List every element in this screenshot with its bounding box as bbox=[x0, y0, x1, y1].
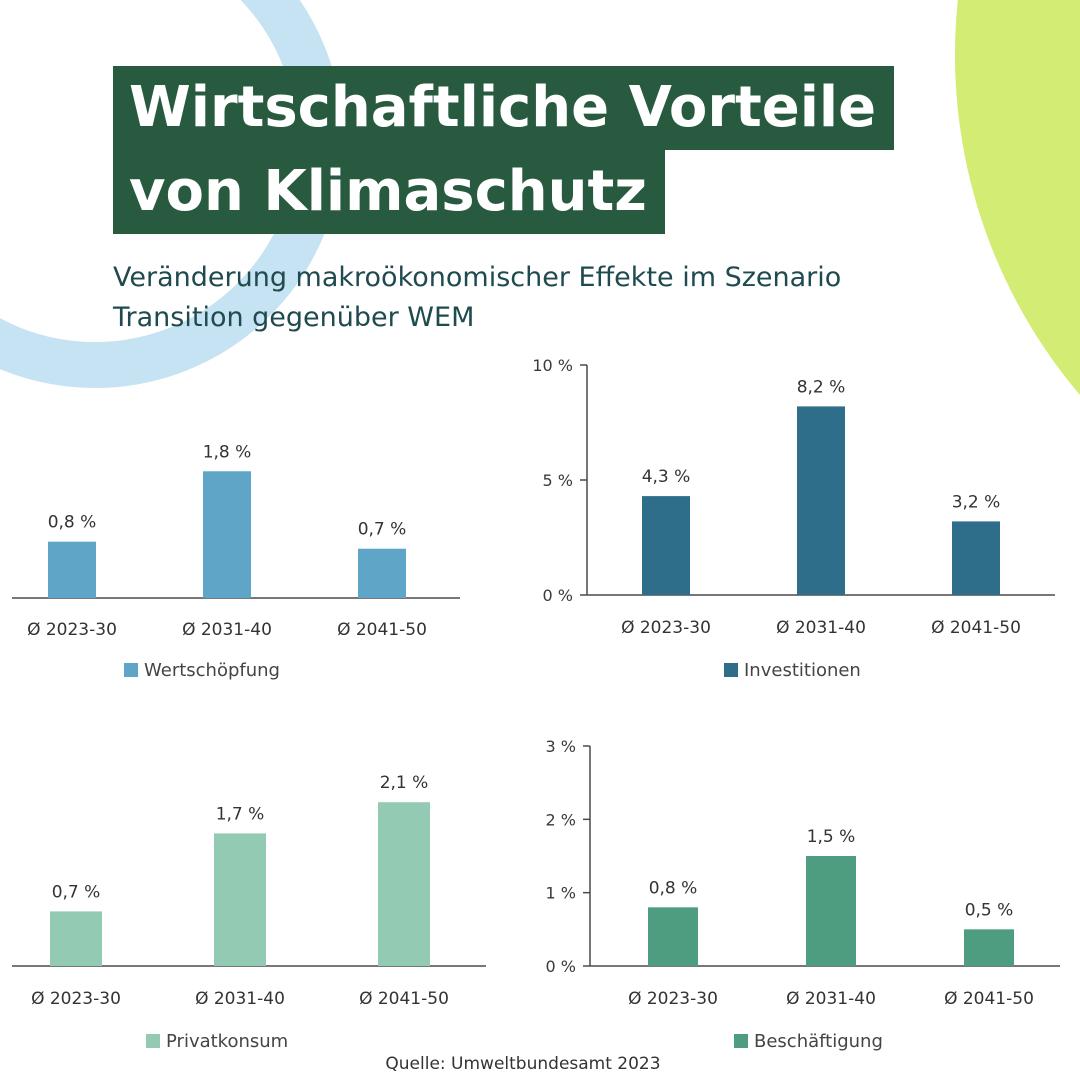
page-subtitle-line-1: Veränderung makroökonomischer Effekte im… bbox=[113, 262, 842, 293]
decorative-green-circle bbox=[955, 0, 1080, 395]
x-tick-label: Ø 2041-50 bbox=[337, 620, 427, 640]
x-tick-label: Ø 2031-40 bbox=[182, 620, 272, 640]
x-tick-label: Ø 2031-40 bbox=[776, 618, 866, 638]
bar bbox=[964, 929, 1014, 966]
source-note: Quelle: Umweltbundesamt 2023 bbox=[385, 1054, 661, 1074]
y-tick-label: 3 % bbox=[546, 737, 576, 756]
y-tick-label: 10 % bbox=[532, 356, 573, 375]
bar bbox=[358, 548, 406, 598]
bar bbox=[378, 802, 430, 966]
data-label: 0,8 % bbox=[649, 878, 698, 898]
bar bbox=[797, 406, 845, 595]
y-tick-label: 5 % bbox=[543, 471, 573, 490]
page-title-line-2: von Klimaschutz bbox=[113, 150, 665, 234]
legend-swatch bbox=[124, 663, 138, 677]
y-tick-label: 0 % bbox=[546, 957, 576, 976]
data-label: 0,8 % bbox=[48, 513, 97, 533]
page-subtitle-line-2: Transition gegenüber WEM bbox=[113, 302, 475, 333]
bar bbox=[48, 541, 96, 598]
y-tick-label: 1 % bbox=[546, 884, 576, 903]
y-tick-label: 0 % bbox=[543, 586, 573, 605]
legend-swatch bbox=[724, 663, 738, 677]
x-tick-label: Ø 2023-30 bbox=[27, 620, 117, 640]
bar bbox=[50, 911, 102, 966]
page-title-line-1: Wirtschaftliche Vorteile bbox=[113, 66, 895, 150]
y-tick-label: 2 % bbox=[546, 810, 576, 829]
x-tick-label: Ø 2023-30 bbox=[628, 989, 718, 1009]
x-tick-label: Ø 2031-40 bbox=[786, 989, 876, 1009]
legend-swatch bbox=[146, 1034, 160, 1048]
chart-beschaeftigung: 0 % 1 % 2 % 3 % 0,8 % Ø 2023-30 1,5 % Ø 2031-40… bbox=[546, 737, 1060, 1052]
bar bbox=[214, 833, 266, 966]
bar bbox=[952, 521, 1000, 595]
x-tick-label: Ø 2023-30 bbox=[31, 989, 121, 1009]
legend-label: Beschäftigung bbox=[754, 1031, 883, 1052]
bar bbox=[648, 907, 698, 966]
chart-privatkonsum: 0,7 % Ø 2023-30 1,7 % Ø 2031-40 2,1 % Ø 2041-… bbox=[12, 773, 486, 1052]
chart-wertschoepfung: 0,8 % Ø 2023-30 1,8 % Ø 2031-40 0,7 % Ø 2041-… bbox=[12, 442, 460, 681]
x-tick-label: Ø 2041-50 bbox=[359, 989, 449, 1009]
legend-label: Wertschöpfung bbox=[144, 660, 280, 681]
legend-swatch bbox=[734, 1034, 748, 1048]
data-label: 0,5 % bbox=[965, 900, 1014, 920]
x-tick-label: Ø 2031-40 bbox=[195, 989, 285, 1009]
data-label: 3,2 % bbox=[952, 492, 1001, 512]
data-label: 1,5 % bbox=[807, 827, 856, 847]
bar bbox=[806, 856, 856, 966]
data-label: 1,7 % bbox=[216, 804, 265, 824]
legend-label: Investitionen bbox=[744, 660, 861, 681]
bar bbox=[203, 471, 251, 598]
data-label: 0,7 % bbox=[358, 520, 407, 540]
legend-label: Privatkonsum bbox=[166, 1031, 288, 1052]
data-label: 8,2 % bbox=[797, 377, 846, 397]
x-tick-label: Ø 2041-50 bbox=[931, 618, 1021, 638]
data-label: 0,7 % bbox=[52, 882, 101, 902]
bar bbox=[642, 496, 690, 595]
x-tick-label: Ø 2041-50 bbox=[944, 989, 1034, 1009]
data-label: 4,3 % bbox=[642, 467, 691, 487]
data-label: 2,1 % bbox=[380, 773, 429, 793]
data-label: 1,8 % bbox=[203, 442, 252, 462]
x-tick-label: Ø 2023-30 bbox=[621, 618, 711, 638]
chart-investitionen: 0 % 5 % 10 % 4,3 % Ø 2023-30 8,2 % Ø 2031-40 3,… bbox=[532, 356, 1055, 681]
